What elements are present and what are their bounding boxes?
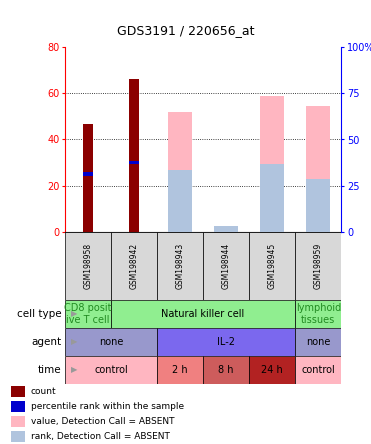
FancyBboxPatch shape [249,232,295,300]
Text: lymphoid
tissues: lymphoid tissues [296,303,341,325]
FancyBboxPatch shape [295,300,341,328]
FancyBboxPatch shape [65,328,157,356]
Bar [11,401,25,412]
Text: ▶: ▶ [70,309,77,318]
FancyBboxPatch shape [249,356,295,384]
Text: control: control [94,365,128,375]
Text: GSM198959: GSM198959 [314,243,323,289]
Bar [129,79,139,232]
FancyBboxPatch shape [157,232,203,300]
Text: Natural killer cell: Natural killer cell [161,309,245,319]
FancyBboxPatch shape [65,356,157,384]
Text: 2 h: 2 h [172,365,188,375]
Text: GSM198943: GSM198943 [175,243,185,289]
Text: GSM198945: GSM198945 [268,243,277,289]
Text: cell type: cell type [17,309,61,319]
Text: ▶: ▶ [70,365,77,374]
FancyBboxPatch shape [111,232,157,300]
Bar [306,179,330,232]
Text: none: none [306,337,331,347]
Text: 24 h: 24 h [261,365,283,375]
Text: 8 h: 8 h [219,365,234,375]
Bar [168,170,192,232]
Bar [11,431,25,442]
Text: IL-2: IL-2 [217,337,235,347]
Text: count: count [30,387,56,396]
FancyBboxPatch shape [203,356,249,384]
Bar [11,416,25,427]
Text: agent: agent [31,337,61,347]
FancyBboxPatch shape [295,356,341,384]
Text: percentile rank within the sample: percentile rank within the sample [30,402,184,411]
FancyBboxPatch shape [157,356,203,384]
Bar [214,226,238,232]
Text: GSM198944: GSM198944 [221,243,231,289]
Text: GSM198942: GSM198942 [129,243,138,289]
FancyBboxPatch shape [157,328,295,356]
Text: value, Detection Call = ABSENT: value, Detection Call = ABSENT [30,417,174,426]
Text: GDS3191 / 220656_at: GDS3191 / 220656_at [117,24,254,37]
Bar [214,226,238,232]
Text: none: none [99,337,123,347]
Text: rank, Detection Call = ABSENT: rank, Detection Call = ABSENT [30,432,170,441]
Bar [168,112,192,232]
Bar [83,172,93,176]
Bar [11,386,25,397]
Bar [260,95,284,232]
FancyBboxPatch shape [295,232,341,300]
FancyBboxPatch shape [111,300,295,328]
FancyBboxPatch shape [203,232,249,300]
FancyBboxPatch shape [65,232,111,300]
Bar [83,124,93,232]
Bar [260,164,284,232]
Text: ▶: ▶ [70,337,77,346]
Text: time: time [37,365,61,375]
Bar [306,106,330,232]
Text: CD8 posit
ive T cell: CD8 posit ive T cell [64,303,112,325]
Text: control: control [301,365,335,375]
Bar [129,161,139,164]
FancyBboxPatch shape [65,300,111,328]
FancyBboxPatch shape [295,328,341,356]
Text: GSM198958: GSM198958 [83,243,92,289]
